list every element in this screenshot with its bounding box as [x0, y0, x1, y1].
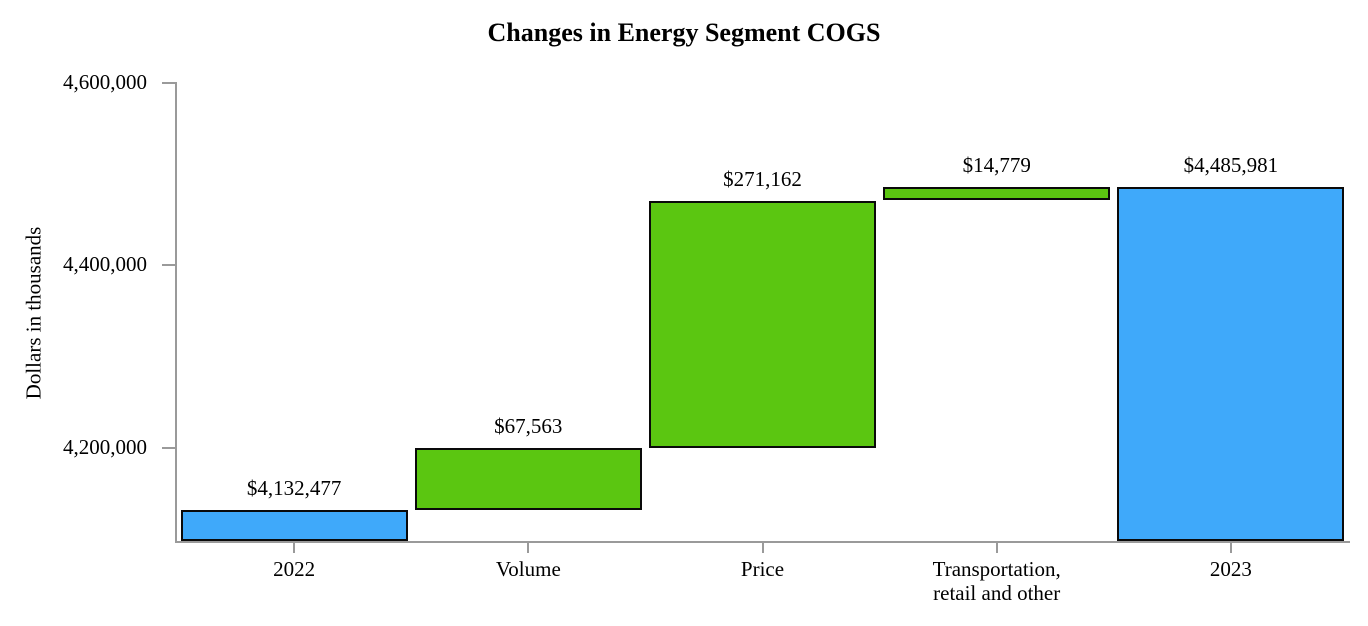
bar-value-label: $67,563 — [494, 413, 563, 438]
x-category-label: Price — [740, 557, 785, 581]
bar-increase — [883, 187, 1111, 201]
y-tick-mark — [162, 446, 175, 449]
bar-total — [1117, 187, 1345, 541]
chart-title: Changes in Energy Segment COGS — [487, 18, 881, 47]
x-category-label: 2022 — [273, 557, 316, 581]
y-tick-label: 4,200,000 — [63, 434, 147, 459]
bar-increase — [649, 200, 876, 448]
y-axis-line — [175, 82, 177, 543]
x-tick-mark — [293, 543, 296, 553]
y-tick-label: 4,400,000 — [63, 252, 147, 277]
x-category-label: Volume — [495, 557, 561, 581]
bar-value-label: $271,162 — [723, 166, 802, 191]
x-tick-mark — [527, 543, 530, 553]
y-tick-label: 4,600,000 — [63, 70, 147, 94]
bar-value-label: $4,485,981 — [1183, 153, 1279, 178]
bar-increase — [414, 447, 642, 510]
bar-total — [180, 509, 408, 541]
x-tick-mark — [761, 543, 764, 553]
x-category-label: Transportation, retail and other — [932, 557, 1061, 605]
y-tick-mark — [162, 264, 175, 267]
x-category-label: 2023 — [1209, 557, 1252, 581]
x-axis-line — [175, 541, 1350, 543]
bar-value-label: $4,132,477 — [246, 475, 342, 500]
x-tick-mark — [1229, 543, 1232, 553]
x-tick-mark — [995, 543, 998, 553]
y-tick-mark — [162, 82, 175, 84]
bar-value-label: $14,779 — [962, 153, 1031, 178]
